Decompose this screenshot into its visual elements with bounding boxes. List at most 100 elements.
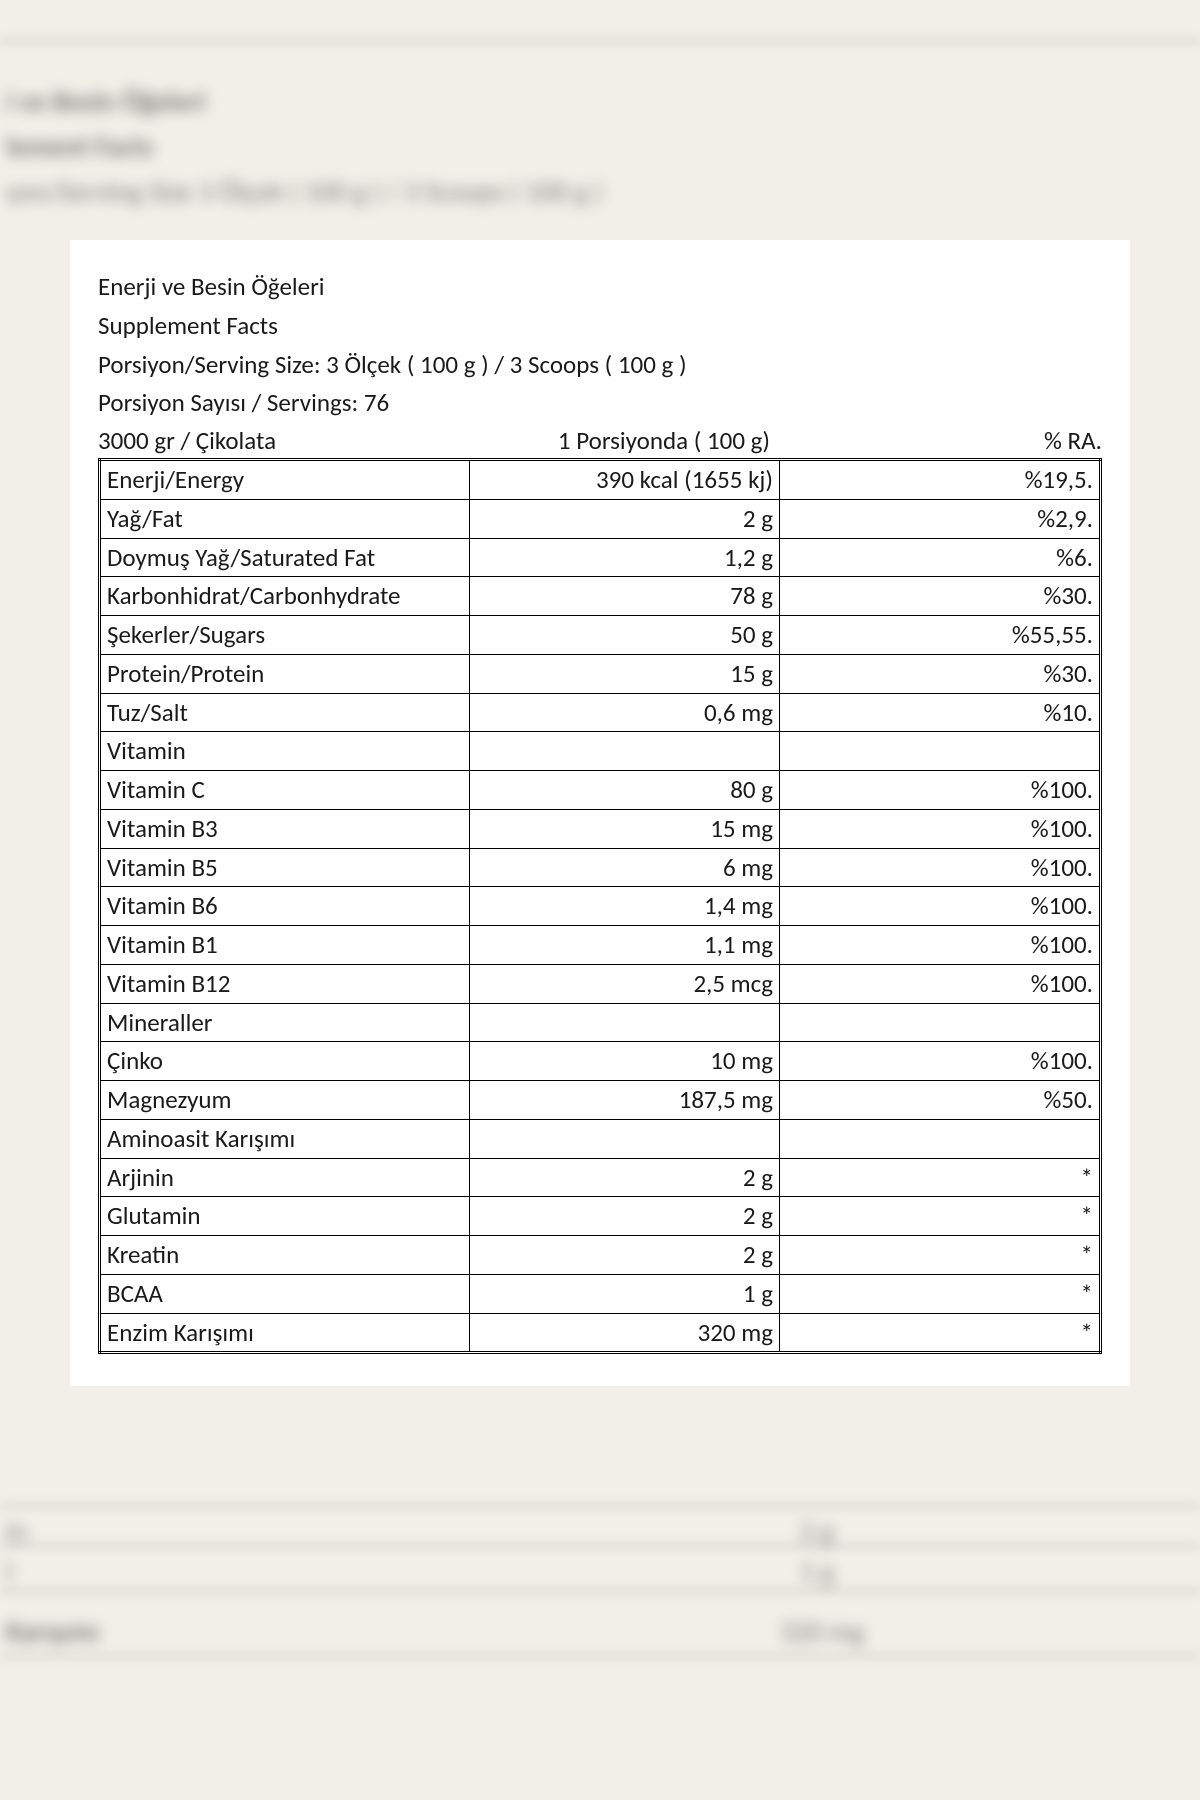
nutrient-value: 1 g [470, 1274, 780, 1313]
nutrient-name: Enzim Karışımı [100, 1313, 470, 1353]
col-product: 3000 gr / Çikolata [98, 425, 468, 456]
facts-table: Enerji/Energy390 kcal (1655 kj)%19,5.Yağ… [98, 458, 1102, 1354]
servings: Porsiyon Sayısı / Servings: 76 [98, 384, 1108, 423]
table-row: Çinko10 mg%100. [100, 1042, 1101, 1081]
nutrient-name: Arjinin [100, 1158, 470, 1197]
nutrient-value: 1,2 g [470, 538, 780, 577]
nutrient-ra: * [780, 1197, 1101, 1236]
nutrient-ra [780, 1003, 1101, 1042]
nutrient-name: Vitamin B1 [100, 926, 470, 965]
nutrient-value: 1,4 mg [470, 887, 780, 926]
nutrient-ra: %100. [780, 926, 1101, 965]
table-row: Enerji/Energy390 kcal (1655 kj)%19,5. [100, 460, 1101, 500]
nutrient-ra: %30. [780, 577, 1101, 616]
table-row: BCAA1 g* [100, 1274, 1101, 1313]
nutrient-name: Karbonhidrat/Carbonhydrate [100, 577, 470, 616]
table-row: Tuz/Salt0,6 mg%10. [100, 693, 1101, 732]
table-row: Vitamin C80 g%100. [100, 771, 1101, 810]
facts-card: Enerji ve Besin Öğeleri Supplement Facts… [70, 240, 1130, 1386]
nutrient-name: Vitamin B3 [100, 809, 470, 848]
nutrient-ra: %2,9. [780, 499, 1101, 538]
nutrient-name: Doymuş Yağ/Saturated Fat [100, 538, 470, 577]
nutrient-name: Vitamin B6 [100, 887, 470, 926]
table-row: Enzim Karışımı320 mg* [100, 1313, 1101, 1353]
nutrient-name: Şekerler/Sugars [100, 616, 470, 655]
table-row: Vitamin B61,4 mg%100. [100, 887, 1101, 926]
nutrient-value: 6 mg [470, 848, 780, 887]
table-row: Glutamin2 g* [100, 1197, 1101, 1236]
table-row: Protein/Protein15 g%30. [100, 654, 1101, 693]
ghost-text: 2 g [800, 1510, 834, 1555]
nutrient-value: 80 g [470, 771, 780, 810]
ghost-text: lement Facts [6, 125, 153, 170]
nutrient-ra: %50. [780, 1081, 1101, 1120]
section-row: Mineraller [100, 1003, 1101, 1042]
nutrient-name: Vitamin [100, 732, 470, 771]
nutrient-value: 2 g [470, 1158, 780, 1197]
page-root: i ve Besin Öğeleri lement Facts yon/Serv… [0, 0, 1200, 1800]
nutrient-ra [780, 732, 1101, 771]
nutrient-name: Vitamin B5 [100, 848, 470, 887]
nutrient-value: 187,5 mg [470, 1081, 780, 1120]
table-row: Karbonhidrat/Carbonhydrate78 g%30. [100, 577, 1101, 616]
nutrient-value: 2 g [470, 1197, 780, 1236]
table-row: Vitamin B56 mg%100. [100, 848, 1101, 887]
nutrient-name: Aminoasit Karışımı [100, 1119, 470, 1158]
ghost-text: Karışımı [6, 1610, 99, 1655]
nutrient-value: 2,5 mcg [470, 964, 780, 1003]
table-row: Doymuş Yağ/Saturated Fat1,2 g%6. [100, 538, 1101, 577]
nutrient-ra: %6. [780, 538, 1101, 577]
nutrient-ra: * [780, 1158, 1101, 1197]
nutrient-value: 50 g [470, 616, 780, 655]
ghost-line [0, 1590, 1200, 1592]
column-headers: 3000 gr / Çikolata 1 Porsiyonda ( 100 g)… [98, 425, 1108, 456]
nutrient-name: Vitamin B12 [100, 964, 470, 1003]
table-row: Magnezyum187,5 mg%50. [100, 1081, 1101, 1120]
nutrient-ra: %100. [780, 848, 1101, 887]
nutrient-name: Mineraller [100, 1003, 470, 1042]
nutrient-ra: %100. [780, 964, 1101, 1003]
nutrient-ra: %10. [780, 693, 1101, 732]
nutrient-ra: %30. [780, 654, 1101, 693]
nutrient-value: 390 kcal (1655 kj) [470, 460, 780, 500]
col-ra: % RA. [778, 425, 1108, 456]
nutrient-ra: * [780, 1274, 1101, 1313]
ghost-line [0, 1655, 1200, 1657]
nutrient-ra [780, 1119, 1101, 1158]
title-tr: Enerji ve Besin Öğeleri [98, 268, 1108, 307]
nutrient-name: Çinko [100, 1042, 470, 1081]
nutrient-value [470, 732, 780, 771]
nutrient-value: 0,6 mg [470, 693, 780, 732]
nutrient-value: 320 mg [470, 1313, 780, 1353]
ghost-line [0, 40, 1200, 42]
nutrient-name: BCAA [100, 1274, 470, 1313]
nutrient-name: Magnezyum [100, 1081, 470, 1120]
nutrient-ra: %100. [780, 771, 1101, 810]
table-row: Arjinin2 g* [100, 1158, 1101, 1197]
nutrient-ra: %100. [780, 887, 1101, 926]
nutrient-name: Glutamin [100, 1197, 470, 1236]
nutrient-value: 78 g [470, 577, 780, 616]
col-per-serving: 1 Porsiyonda ( 100 g) [468, 425, 778, 456]
nutrient-ra: %55,55. [780, 616, 1101, 655]
nutrient-value: 2 g [470, 499, 780, 538]
ghost-text: 1 g [800, 1550, 834, 1595]
nutrient-value: 15 mg [470, 809, 780, 848]
table-row: Vitamin B11,1 mg%100. [100, 926, 1101, 965]
ghost-text: i ve Besin Öğeleri [6, 80, 206, 125]
nutrient-ra: %100. [780, 809, 1101, 848]
table-row: Vitamin B122,5 mcg%100. [100, 964, 1101, 1003]
nutrient-value: 1,1 mg [470, 926, 780, 965]
ghost-line [0, 1545, 1200, 1547]
nutrient-name: Vitamin C [100, 771, 470, 810]
nutrient-ra: %100. [780, 1042, 1101, 1081]
nutrient-value [470, 1119, 780, 1158]
nutrient-value: 2 g [470, 1236, 780, 1275]
nutrient-value: 15 g [470, 654, 780, 693]
nutrient-name: Kreatin [100, 1236, 470, 1275]
nutrient-name: Yağ/Fat [100, 499, 470, 538]
nutrient-value [470, 1003, 780, 1042]
nutrient-name: Tuz/Salt [100, 693, 470, 732]
nutrient-ra: %19,5. [780, 460, 1101, 500]
nutrient-name: Enerji/Energy [100, 460, 470, 500]
